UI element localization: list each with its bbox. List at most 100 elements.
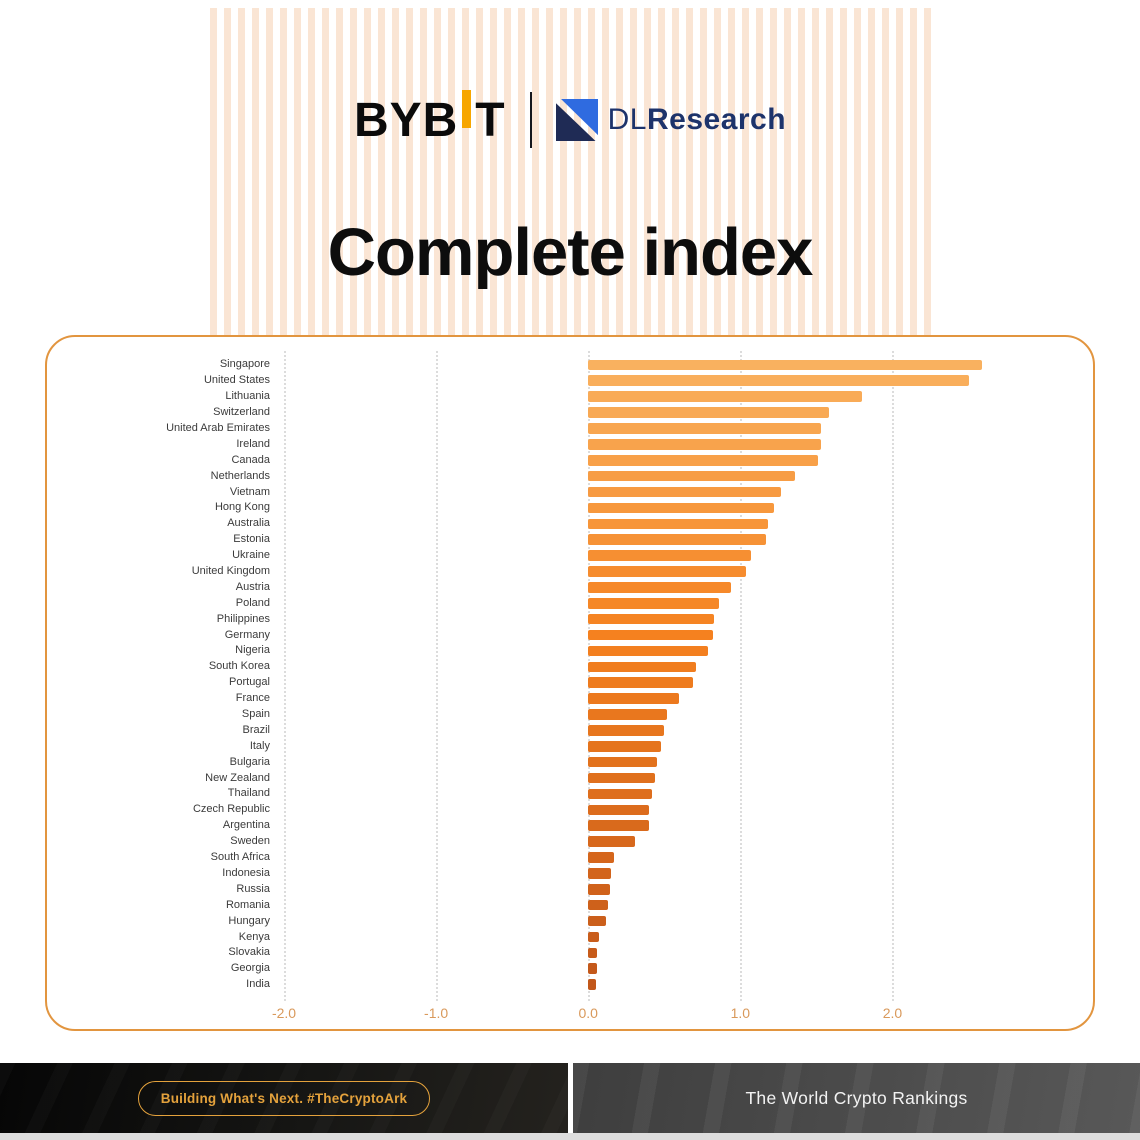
grid-layer [284, 351, 1075, 1001]
value-bar [588, 947, 598, 959]
country-label: India [246, 978, 270, 991]
gridline [892, 351, 895, 1001]
chart-row: Hungary [57, 913, 1075, 929]
chart-row: Vietnam [57, 484, 1075, 500]
x-axis-tick: 2.0 [882, 1004, 903, 1021]
country-label: Thailand [227, 787, 270, 800]
country-label: New Zealand [205, 771, 270, 784]
country-label: Nigeria [235, 644, 270, 657]
row-plot [284, 421, 1075, 437]
row-plot [284, 786, 1075, 802]
value-bar [588, 709, 668, 720]
value-bar [588, 375, 969, 387]
chart-row: Lithuania [57, 389, 1075, 405]
chart-row: Austria [57, 579, 1075, 595]
value-bar [588, 931, 599, 943]
dlresearch-logo-text: DLResearch [607, 103, 787, 136]
row-plot [284, 357, 1075, 373]
country-label: United States [203, 374, 270, 387]
value-bar [588, 454, 818, 466]
row-plot [284, 675, 1075, 691]
row-plot [284, 405, 1075, 421]
value-bar [588, 613, 715, 625]
chart-area: Singapore United States Lithuania Switzerla… [47, 337, 1093, 1029]
value-bar [588, 740, 662, 752]
country-label: Italy [249, 739, 270, 752]
value-bar [588, 979, 596, 990]
chart-row: Romania [57, 897, 1075, 913]
bybit-i-mark-icon [462, 90, 472, 128]
row-plot [284, 722, 1075, 738]
chart-rows: Singapore United States Lithuania Switzerla… [57, 357, 1075, 993]
row-plot [284, 500, 1075, 516]
country-label: France [235, 692, 270, 705]
value-bar [588, 963, 597, 975]
chart-row: Australia [57, 516, 1075, 532]
value-bar [588, 597, 720, 609]
chart-row: Switzerland [57, 405, 1075, 421]
row-plot [284, 532, 1075, 548]
dlresearch-icon [555, 99, 598, 141]
bybit-logo: BYB T [354, 90, 506, 148]
chart-row: France [57, 691, 1075, 707]
gridline [588, 351, 591, 1001]
value-bar [588, 566, 747, 577]
footer-left-section: Building What's Next. #TheCryptoArk [0, 1063, 568, 1133]
value-bar [588, 359, 983, 371]
country-label: Singapore [219, 358, 270, 371]
chart-row: Italy [57, 738, 1075, 754]
country-label: Bulgaria [229, 755, 270, 768]
country-label: Australia [227, 517, 270, 530]
value-bar [588, 470, 796, 482]
country-label: Kenya [238, 930, 270, 943]
country-label: Brazil [242, 723, 270, 736]
row-plot [284, 516, 1075, 532]
striped-banner-background [210, 8, 932, 336]
row-plot [284, 691, 1075, 707]
row-plot [284, 436, 1075, 452]
chart-row: Kenya [57, 929, 1075, 945]
page-title: Complete index [327, 215, 814, 290]
value-bar [588, 772, 656, 784]
chart-row: Canada [57, 452, 1075, 468]
country-label: United Arab Emirates [166, 422, 270, 434]
country-label: Lithuania [225, 390, 270, 403]
footer-divider [568, 1063, 573, 1133]
x-axis-tick: 1.0 [730, 1004, 751, 1021]
row-plot [284, 945, 1075, 961]
chart-row: Thailand [57, 786, 1075, 802]
value-bar [588, 883, 610, 895]
value-bar [588, 645, 709, 657]
chart-row: Slovakia [57, 945, 1075, 961]
value-bar [588, 629, 713, 641]
country-label: Russia [236, 882, 270, 895]
country-label: Vietnam [229, 485, 270, 498]
country-label: Estonia [233, 533, 270, 546]
country-label: South Korea [208, 660, 270, 673]
row-plot [284, 611, 1075, 627]
x-axis-tick: -2.0 [271, 1004, 297, 1021]
row-plot [284, 897, 1075, 913]
chart-row: United Arab Emirates [57, 421, 1075, 437]
country-label: South Africa [210, 851, 270, 864]
row-plot [284, 484, 1075, 500]
row-plot [284, 627, 1075, 643]
row-plot [284, 866, 1075, 882]
row-plot [284, 850, 1075, 866]
bybit-logo-text-right: T [475, 93, 506, 147]
row-plot [284, 579, 1075, 595]
value-bar [588, 534, 767, 545]
value-bar [588, 788, 653, 800]
chart-row: Sweden [57, 834, 1075, 850]
row-plot [284, 929, 1075, 945]
logo-divider [529, 92, 532, 148]
chart-row: Ukraine [57, 548, 1075, 564]
row-plot [284, 389, 1075, 405]
value-bar [588, 820, 650, 832]
value-bar [588, 407, 829, 418]
country-label: Austria [235, 580, 270, 593]
gridline [284, 351, 286, 1001]
value-bar [588, 661, 697, 673]
chart-row: Nigeria [57, 643, 1075, 659]
country-label: Portugal [229, 676, 270, 689]
